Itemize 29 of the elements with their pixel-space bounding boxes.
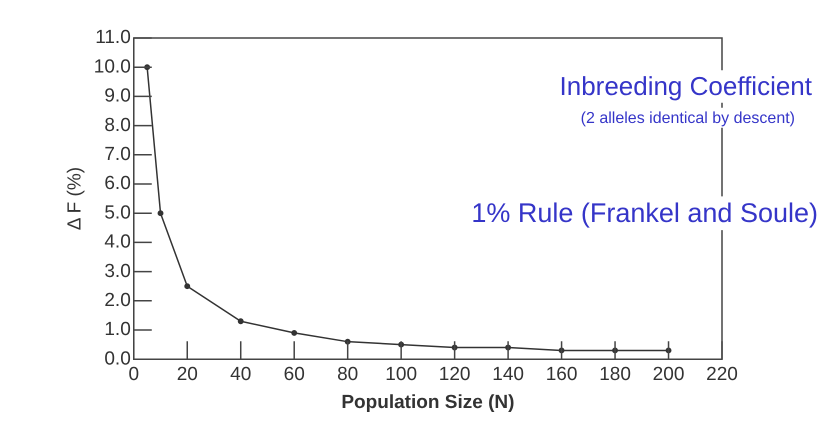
y-tick-label: 1.0 <box>104 319 131 340</box>
x-tick-label: 180 <box>599 364 631 385</box>
y-tick-label: 9.0 <box>104 86 131 107</box>
y-axis-title: Δ F (%) <box>64 166 86 230</box>
x-tick-label: 20 <box>176 364 198 385</box>
y-tick-label: 2.0 <box>104 290 131 312</box>
x-tick-label: 160 <box>546 364 578 385</box>
x-axis-title: Population Size (N) <box>341 392 514 413</box>
y-tick-label: 4.0 <box>104 232 131 253</box>
x-tick-label: 140 <box>492 364 524 385</box>
y-tick-label: 11.0 <box>95 27 131 48</box>
annotation: (2 alleles identical by descent) <box>580 110 795 127</box>
x-tick-label: 40 <box>230 364 252 385</box>
y-tick-label: 5.0 <box>104 202 131 224</box>
annotation: Inbreeding Coefficient <box>560 71 813 101</box>
x-tick-label: 220 <box>706 364 738 385</box>
annotation: 1% Rule (Frankel and Soule) <box>471 198 818 228</box>
y-tick-label: 6.0 <box>104 173 131 194</box>
x-tick-label: 80 <box>337 364 358 385</box>
x-tick-label: 100 <box>385 364 418 385</box>
x-tick-label: 60 <box>284 364 305 385</box>
x-tick-label: 120 <box>438 364 470 385</box>
y-tick-label: 8.0 <box>104 114 131 136</box>
x-tick-label: 200 <box>652 364 684 385</box>
y-tick-label: 10.0 <box>94 56 131 78</box>
y-tick-label: 7.0 <box>104 144 131 166</box>
x-tick-label: 0 <box>128 364 140 385</box>
y-tick-label: 0.0 <box>104 348 131 370</box>
y-tick-label: 3.0 <box>104 260 131 282</box>
